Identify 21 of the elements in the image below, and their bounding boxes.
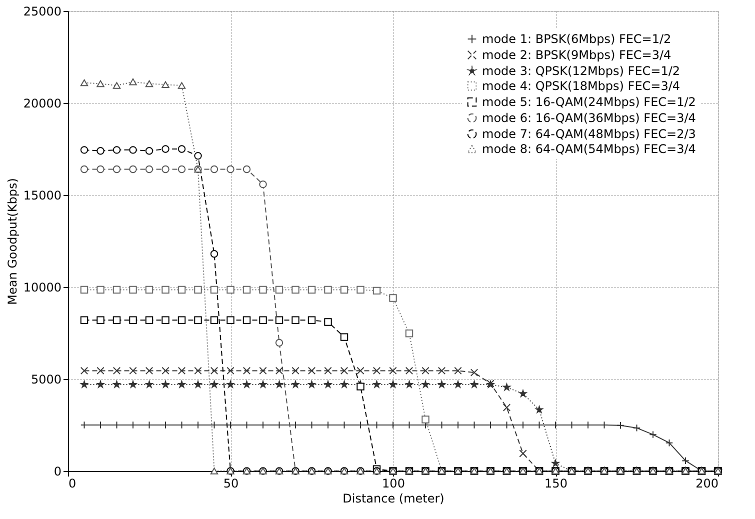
- legend-label: mode 5: 16-QAM(24Mbps) FEC=1/2: [482, 95, 696, 109]
- x-tick-label: 0: [68, 476, 76, 490]
- legend-label: mode 7: 64-QAM(48Mbps) FEC=2/3: [482, 127, 696, 141]
- x-tick-label: 150: [544, 476, 568, 490]
- y-tick-label: 10000: [23, 280, 62, 294]
- x-tick-label: 50: [223, 476, 239, 490]
- legend-label: mode 3: QPSK(12Mbps) FEC=1/2: [482, 64, 680, 78]
- legend-label: mode 8: 64-QAM(54Mbps) FEC=3/4: [482, 142, 696, 156]
- x-tick-label: 200: [696, 476, 718, 490]
- x-axis-title: Distance (meter): [342, 492, 444, 506]
- legend-label: mode 1: BPSK(6Mbps) FEC=1/2: [482, 32, 672, 46]
- y-tick-label: 20000: [23, 96, 62, 110]
- y-tick-label: 25000: [23, 4, 62, 18]
- y-tick-label: 15000: [23, 188, 62, 202]
- y-axis-title: Mean Goodput(Kbps): [5, 178, 20, 305]
- y-tick-label: 5000: [30, 372, 62, 386]
- x-tick-label: 100: [382, 476, 405, 490]
- legend-label: mode 6: 16-QAM(36Mbps) FEC=3/4: [482, 111, 696, 125]
- y-tick-label: 0: [54, 464, 62, 478]
- legend-label: mode 2: BPSK(9Mbps) FEC=3/4: [482, 48, 672, 62]
- legend-label: mode 4: QPSK(18Mbps) FEC=3/4: [482, 79, 680, 93]
